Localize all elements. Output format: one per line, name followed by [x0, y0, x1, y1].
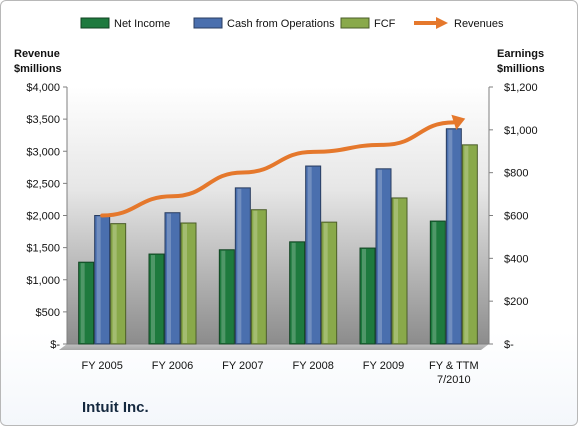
net-income-bar — [218, 249, 235, 345]
net-income-bar — [429, 220, 446, 345]
bar-highlight — [183, 223, 187, 343]
net-income-bar — [289, 241, 306, 345]
bar-highlight — [80, 263, 85, 343]
axes: $- $500 $1,000 $1,500 $2,000 $2,500 $3,000 $3,5… — [14, 48, 545, 386]
legend-label: Net Income — [114, 18, 170, 30]
plot-area — [59, 87, 489, 350]
bar-highlight — [151, 255, 155, 343]
x-tick-label: FY 2006 — [152, 360, 193, 372]
x-tick-label: FY & TTM — [429, 360, 479, 372]
legend-label: Cash from Operations — [227, 18, 335, 30]
bar-highlight — [394, 198, 398, 343]
left-tick-label: $1,500 — [26, 243, 60, 255]
right-tick-label: $600 — [504, 211, 528, 223]
fcf-bar — [391, 197, 408, 345]
cash-from-operations-bar — [445, 128, 462, 345]
revenues-line — [100, 120, 456, 218]
right-tick-label: $400 — [504, 253, 528, 265]
right-tick-label: $- — [504, 339, 514, 351]
legend-arrow-swatch — [436, 17, 448, 29]
cash-from-operations-bar — [234, 187, 251, 345]
x-tick-label: 7/2010 — [437, 374, 471, 386]
cash-from-operations-bar — [305, 165, 322, 345]
bar-highlight — [362, 249, 366, 343]
left-tick-label: $3,500 — [26, 114, 60, 126]
bar-highlight — [167, 213, 171, 343]
fcf-bar — [461, 144, 478, 345]
x-tick-label: FY 2007 — [222, 360, 263, 372]
bar-highlight — [96, 216, 101, 343]
legend-swatch — [80, 17, 110, 29]
bar-highlight — [307, 167, 312, 343]
left-tick-label: $500 — [36, 307, 60, 319]
bar-highlight — [221, 250, 226, 343]
cash-from-operations-bar — [164, 212, 181, 345]
legend-swatch — [193, 17, 223, 29]
x-tick-label: FY 2009 — [363, 360, 404, 372]
bar-highlight — [448, 129, 453, 343]
company-name: Intuit Inc. — [82, 399, 149, 416]
right-axis-title: $millions — [497, 63, 545, 75]
left-axis-title: $millions — [14, 63, 62, 75]
bar-highlight — [237, 188, 242, 343]
net-income-bar — [78, 261, 95, 345]
right-tick-label: $200 — [504, 296, 528, 308]
x-tick-label: FY 2008 — [292, 360, 333, 372]
bar-highlight — [112, 224, 117, 343]
revenue-line-group — [100, 114, 466, 218]
bar-highlight — [323, 223, 328, 343]
plot-background — [67, 87, 489, 344]
revenues-arrowhead — [451, 114, 466, 130]
legend-swatch — [340, 17, 370, 29]
left-tick-label: $3,000 — [26, 146, 60, 158]
bar-highlight — [378, 169, 382, 343]
right-axis-title: Earnings — [497, 48, 544, 60]
bar-highlight — [432, 222, 437, 343]
left-tick-label: $1,000 — [26, 275, 60, 287]
left-tick-label: $- — [50, 339, 60, 351]
bar-highlight — [253, 210, 258, 343]
right-tick-label: $1,200 — [504, 82, 538, 94]
left-axis-title: Revenue — [14, 48, 60, 60]
fcf-bar — [250, 209, 267, 345]
fcf-bar — [180, 222, 197, 345]
fcf-bar — [321, 221, 338, 345]
legend-label: FCF — [374, 18, 396, 30]
left-tick-label: $4,000 — [26, 82, 60, 94]
net-income-bar — [148, 253, 165, 345]
cash-from-operations-bar — [375, 168, 392, 345]
x-tick-label: FY 2005 — [81, 360, 122, 372]
fcf-bar — [110, 223, 127, 345]
bars-group — [78, 128, 478, 345]
net-income-bar — [359, 247, 376, 345]
left-tick-label: $2,500 — [26, 178, 60, 190]
legend-label: Revenues — [454, 18, 504, 30]
right-tick-label: $1,000 — [504, 125, 538, 137]
bar-highlight — [464, 145, 469, 343]
left-tick-label: $2,000 — [26, 211, 60, 223]
plot-floor — [59, 344, 489, 350]
legend: Net Income Cash from Operations FCF Revenue… — [80, 17, 504, 30]
bar-highlight — [291, 242, 296, 343]
right-tick-label: $800 — [504, 168, 528, 180]
